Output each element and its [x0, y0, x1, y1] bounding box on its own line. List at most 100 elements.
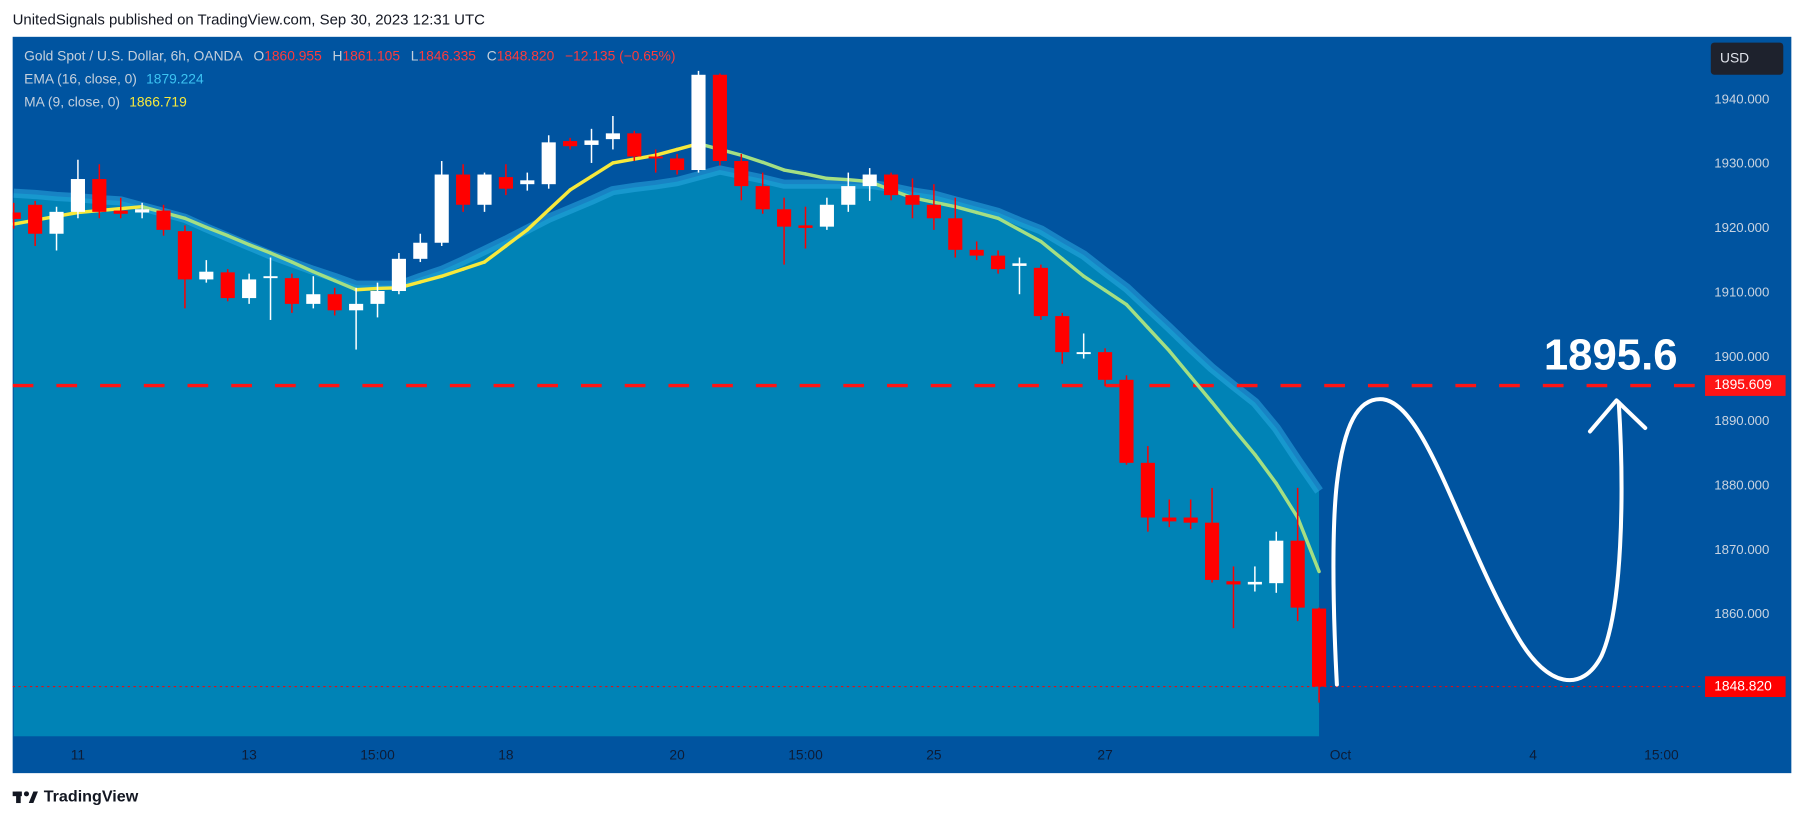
plot-area — [12, 70, 1703, 737]
ma-segment — [439, 267, 465, 278]
candle-body — [541, 142, 556, 185]
candle-body — [1290, 540, 1305, 608]
ma-segment — [996, 216, 1022, 232]
candle-body — [199, 271, 214, 280]
candle-body — [862, 174, 877, 187]
ma-segment — [183, 216, 209, 230]
candle-body — [841, 186, 856, 205]
ma-segment — [1017, 228, 1043, 244]
ohlc-value: 1861.105 — [342, 48, 400, 63]
candle-body — [1140, 462, 1155, 518]
candle-body — [969, 249, 984, 256]
ema-area — [13, 170, 1320, 737]
ma-segment — [1231, 426, 1257, 457]
ma-segment — [1124, 302, 1150, 330]
ma-segment — [1039, 239, 1065, 261]
candle-body — [156, 210, 171, 230]
legend-entry: MA (9, close, 0) — [24, 94, 120, 109]
candle-body — [177, 231, 192, 280]
last-price-tag — [1705, 676, 1786, 697]
ma-segment — [568, 174, 594, 192]
x-tick-label: 27 — [1097, 748, 1112, 763]
y-tick-label: 1930.000 — [1714, 156, 1769, 171]
ma-segment — [782, 168, 808, 176]
ma-segment — [1167, 349, 1193, 379]
candle-body — [306, 294, 321, 304]
y-tick-label: 1920.000 — [1714, 220, 1769, 235]
candle-body — [948, 218, 963, 250]
ma-segment — [268, 251, 294, 264]
candle-body — [391, 258, 406, 292]
candle-body — [349, 303, 364, 311]
ma-segment — [332, 278, 358, 292]
level-tag — [1705, 375, 1786, 396]
candle-body — [691, 74, 706, 171]
x-tick-label: 11 — [71, 748, 85, 763]
candle-body — [926, 204, 941, 219]
ma-segment — [1103, 288, 1129, 307]
y-tick-label: 1860.000 — [1714, 606, 1769, 621]
ma-segment — [247, 242, 273, 255]
candle-body — [584, 140, 599, 145]
candle-body — [819, 204, 834, 227]
candle-body — [1312, 608, 1327, 687]
ma-segment — [611, 157, 637, 165]
x-tick-label: 15:00 — [788, 748, 823, 763]
ma-segment — [739, 153, 765, 165]
y-tick-label: 1910.000 — [1714, 284, 1769, 299]
ohlc-letter: O — [253, 48, 264, 63]
y-tick-label: 1870.000 — [1714, 542, 1769, 557]
ma-segment — [1060, 257, 1086, 278]
x-tick-label: 18 — [498, 748, 514, 763]
logo-part — [23, 791, 29, 797]
candle-body — [220, 272, 235, 299]
x-tick-label: 15:00 — [360, 748, 395, 763]
candle-body — [1098, 352, 1113, 380]
forecast-curve — [1331, 397, 1624, 687]
ohlc-letter: H — [332, 48, 342, 63]
ohlc-letter: L — [411, 48, 419, 63]
ma-segment — [1274, 481, 1300, 520]
ma-segment — [225, 233, 251, 247]
level-tag-label: 1895.609 — [1714, 377, 1772, 392]
ma-segment — [632, 153, 658, 161]
candle-body — [1183, 517, 1198, 523]
legend: Gold Spot / U.S. Dollar, 6h, OANDA O1860… — [24, 48, 675, 109]
ma-segment — [1081, 274, 1107, 293]
ma-segment — [290, 260, 316, 274]
ma-segment — [525, 208, 551, 232]
legend-value: 1879.224 — [146, 71, 204, 86]
ma-segment — [418, 274, 444, 284]
candle-body — [648, 156, 663, 159]
candle-body — [1162, 517, 1177, 522]
legend-row: MA (9, close, 0) 1866.719 — [24, 94, 187, 109]
candle-body — [498, 177, 513, 189]
change: −12.135 (−0.65%) — [565, 48, 675, 63]
candle-body — [884, 174, 899, 196]
candle-body — [627, 133, 642, 157]
candle-body — [520, 180, 535, 185]
x-tick-label: Oct — [1330, 748, 1352, 763]
ma-segment — [354, 286, 380, 292]
symbol: Gold Spot / U.S. Dollar, 6h, OANDA — [24, 48, 243, 63]
ohlc-value: 1846.335 — [418, 48, 476, 63]
ma-segment — [974, 210, 1000, 221]
ma-segment — [803, 172, 829, 181]
candle-body — [777, 209, 792, 227]
candle-body — [70, 179, 85, 212]
candle-body — [1269, 540, 1284, 584]
legend-row: EMA (16, close, 0) 1879.224 — [24, 71, 204, 86]
candle-body — [135, 209, 150, 213]
candle-body — [370, 291, 385, 304]
ohlc-value: 1848.820 — [497, 48, 555, 63]
y-tick-label: 1880.000 — [1714, 477, 1769, 492]
ma-segment — [760, 160, 786, 172]
candle-body — [670, 158, 685, 171]
x-tick-label: 13 — [241, 748, 257, 763]
ma-segment — [118, 204, 144, 211]
candle-body — [263, 276, 278, 279]
candle-body — [434, 174, 449, 243]
candle-body — [1247, 581, 1262, 585]
candle-body — [1012, 263, 1027, 266]
